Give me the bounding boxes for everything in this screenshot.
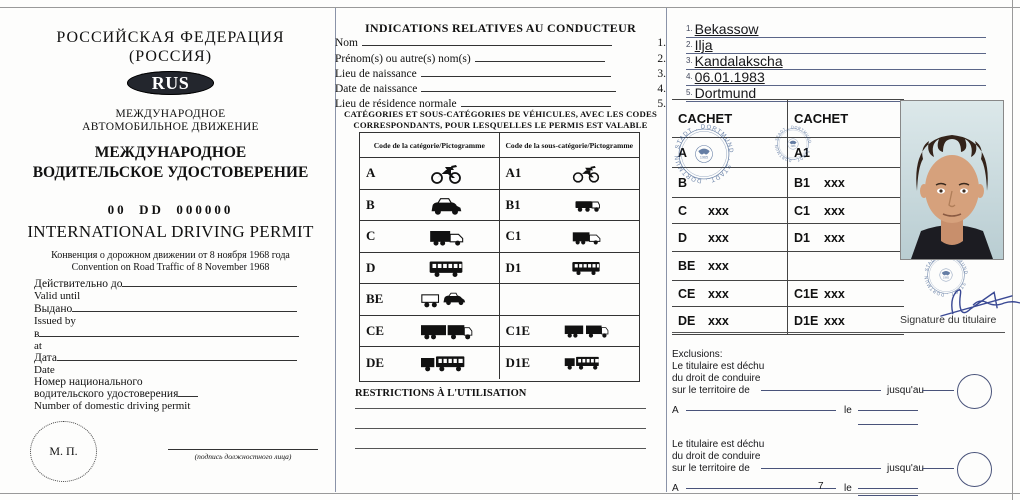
svg-text:1965: 1965 xyxy=(943,275,949,279)
svg-text:1965: 1965 xyxy=(790,146,796,148)
svg-text:1965: 1965 xyxy=(700,156,708,160)
